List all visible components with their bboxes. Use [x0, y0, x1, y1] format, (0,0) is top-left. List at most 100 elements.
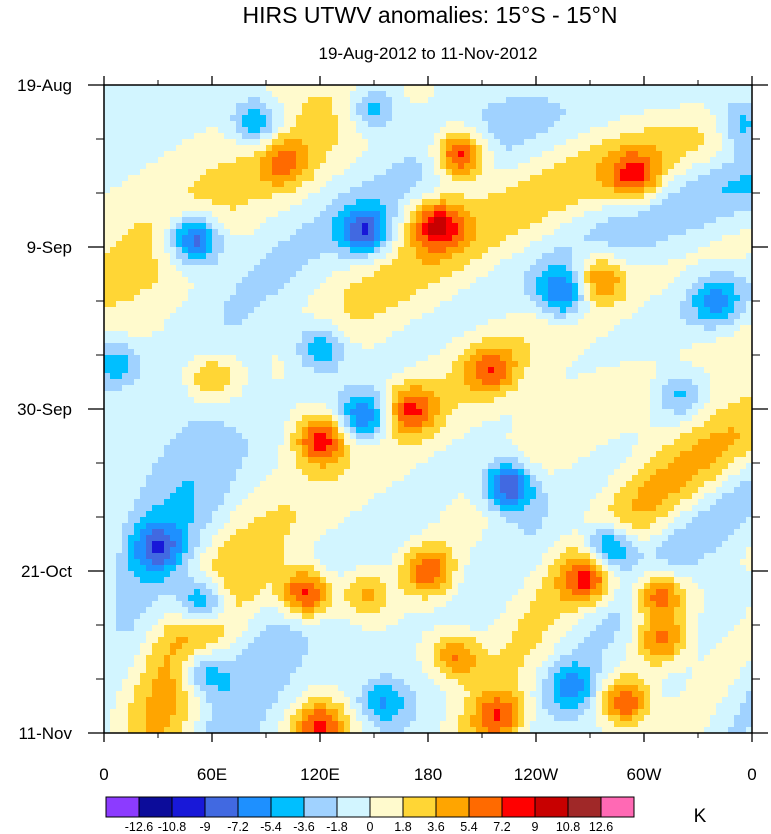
field-cell [422, 97, 429, 104]
field-cell [152, 259, 159, 266]
field-cell [218, 301, 225, 308]
field-cell [650, 151, 657, 158]
field-cell [698, 127, 705, 134]
field-cell [686, 253, 693, 260]
field-cell [242, 355, 249, 362]
field-cell [128, 331, 135, 338]
field-cell [674, 205, 681, 212]
field-cell [620, 115, 627, 122]
field-cell [380, 121, 387, 128]
field-cell [218, 211, 225, 218]
field-cell [170, 313, 177, 320]
field-cell [248, 241, 255, 248]
field-cell [530, 283, 537, 290]
field-cell [392, 91, 399, 98]
field-cell [662, 289, 669, 296]
field-cell [398, 277, 405, 284]
field-cell [320, 229, 327, 236]
field-cell [464, 175, 471, 182]
field-cell [110, 361, 117, 368]
field-cell [530, 145, 537, 152]
field-cell [290, 205, 297, 212]
field-cell [242, 337, 249, 344]
field-cell [176, 337, 183, 344]
field-cell [284, 139, 291, 146]
field-cell [296, 97, 303, 104]
field-cell [338, 313, 345, 320]
field-cell [374, 97, 381, 104]
field-cell [722, 331, 729, 338]
field-cell [182, 115, 189, 122]
field-cell [122, 301, 129, 308]
field-cell [566, 319, 573, 326]
field-cell [632, 121, 639, 128]
field-cell [206, 319, 213, 326]
field-cell [728, 241, 735, 248]
field-cell [134, 235, 141, 242]
field-cell [452, 259, 459, 266]
field-cell [566, 289, 573, 296]
field-cell [572, 325, 579, 332]
field-cell [602, 217, 609, 224]
field-cell [380, 151, 387, 158]
field-cell [434, 121, 441, 128]
field-cell [266, 325, 273, 332]
field-cell [542, 313, 549, 320]
field-cell [200, 337, 207, 344]
field-cell [722, 295, 729, 302]
field-cell [476, 307, 483, 314]
field-cell [440, 271, 447, 278]
field-cell [494, 103, 501, 110]
field-cell [644, 337, 651, 344]
field-cell [452, 319, 459, 326]
field-cell [704, 217, 711, 224]
field-cell [716, 103, 723, 110]
field-cell [290, 265, 297, 272]
field-cell [686, 115, 693, 122]
field-cell [266, 175, 273, 182]
field-cell [608, 229, 615, 236]
field-cell [410, 319, 417, 326]
field-cell [182, 223, 189, 230]
field-cell [500, 181, 507, 188]
field-cell [524, 181, 531, 188]
field-cell [578, 265, 585, 272]
field-cell [308, 277, 315, 284]
field-cell [620, 205, 627, 212]
field-cell [272, 199, 279, 206]
field-cell [656, 349, 663, 356]
field-cell [470, 151, 477, 158]
field-cell [734, 121, 741, 128]
field-cell [356, 325, 363, 332]
field-cell [452, 295, 459, 302]
field-cell [284, 319, 291, 326]
field-cell [692, 253, 699, 260]
field-cell [590, 313, 597, 320]
field-cell [692, 151, 699, 158]
field-cell [734, 217, 741, 224]
field-cell [746, 169, 752, 176]
field-cell [344, 259, 351, 266]
field-cell [272, 103, 279, 110]
field-cell [602, 223, 609, 230]
field-cell [644, 253, 651, 260]
field-cell [614, 145, 621, 152]
field-cell [668, 289, 675, 296]
field-cell [554, 145, 561, 152]
field-cell [290, 97, 297, 104]
field-cell [482, 97, 489, 104]
field-cell [722, 181, 729, 188]
field-cell [560, 163, 567, 170]
field-cell [488, 187, 495, 194]
field-cell [110, 139, 117, 146]
field-cell [662, 253, 669, 260]
field-cell [548, 295, 555, 302]
field-cell [488, 271, 495, 278]
field-cell [416, 145, 423, 152]
field-cell [482, 259, 489, 266]
field-cell [608, 265, 615, 272]
field-cell [176, 313, 183, 320]
field-cell [128, 85, 135, 92]
field-cell [278, 295, 285, 302]
field-cell [128, 145, 135, 152]
